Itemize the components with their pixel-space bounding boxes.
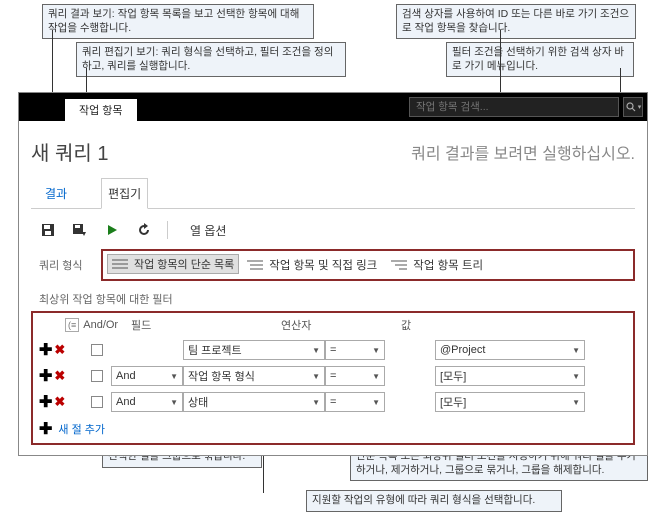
format-flat-label: 작업 항목의 단순 목록 [134, 256, 234, 272]
filter-row: ✚✖ And▼ 작업 항목 형식▼ =▼ [모두]▼ [35, 363, 631, 389]
save-as-icon[interactable] [71, 221, 89, 239]
val-select[interactable]: [모두]▼ [435, 392, 585, 412]
filter-header: (≡ And/Or 필드 연산자 값 [35, 315, 631, 337]
filter-section-label: 최상위 작업 항목에 대한 필터 [31, 285, 635, 311]
val-select[interactable]: [모두]▼ [435, 366, 585, 386]
delete-clause-icon[interactable]: ✖ [54, 394, 65, 410]
add-new-clause[interactable]: ✚ 새 절 추가 [35, 415, 631, 441]
op-select[interactable]: =▼ [325, 392, 385, 412]
andor-select[interactable]: And▼ [111, 392, 183, 412]
andor-select[interactable]: And▼ [111, 366, 183, 386]
add-clause-icon[interactable]: ✚ [39, 366, 52, 386]
add-clause-label: 새 절 추가 [58, 421, 105, 437]
query-hint: 쿼리 결과를 보려면 실행하십시오. [411, 140, 635, 164]
add-clause-plus-icon: ✚ [39, 419, 52, 439]
search-area: ▾ [409, 97, 647, 117]
tab-editor[interactable]: 편집기 [101, 178, 148, 209]
refresh-icon[interactable] [135, 221, 153, 239]
row-checkbox[interactable] [91, 344, 103, 356]
filter-row: ✚✖ 팀 프로젝트▼ =▼ @Project▼ [35, 337, 631, 363]
toolbar: 열 옵션 [31, 215, 635, 245]
format-tree-label: 작업 항목 트리 [413, 257, 483, 273]
format-tree[interactable]: 작업 항목 트리 [385, 254, 489, 276]
field-select[interactable]: 상태▼ [183, 392, 325, 412]
head-andor: And/Or [83, 319, 118, 331]
row-checkbox[interactable] [91, 370, 103, 382]
add-clause-icon[interactable]: ✚ [39, 392, 52, 412]
format-options: 작업 항목의 단순 목록 작업 항목 및 직접 링크 작업 항목 트리 [101, 249, 635, 281]
add-clause-icon[interactable]: ✚ [39, 340, 52, 360]
search-dropdown-icon[interactable]: ▾ [623, 97, 643, 117]
field-select[interactable]: 작업 항목 형식▼ [183, 366, 325, 386]
run-icon[interactable] [103, 221, 121, 239]
op-select[interactable]: =▼ [325, 340, 385, 360]
row-checkbox[interactable] [91, 396, 103, 408]
column-options-button[interactable]: 열 옵션 [190, 222, 226, 239]
head-op: 연산자 [281, 317, 401, 333]
content-area: 새 쿼리 1 쿼리 결과를 보려면 실행하십시오. 결과 편집기 열 옵션 쿼리… [19, 121, 647, 455]
tab-results[interactable]: 결과 [39, 179, 73, 208]
app-window: 작업 항목 ▾ 새 쿼리 1 쿼리 결과를 보려면 실행하십시오. 결과 편집기… [18, 92, 648, 456]
delete-clause-icon[interactable]: ✖ [54, 368, 65, 384]
title-bar: 작업 항목 ▾ [19, 93, 647, 121]
callout-editor-view: 쿼리 편집기 보기: 쿼리 형식을 선택하고, 필터 조건을 정의하고, 쿼리를… [76, 42, 346, 77]
links-icon [247, 259, 263, 271]
format-flat-list[interactable]: 작업 항목의 단순 목록 [107, 254, 239, 274]
save-icon[interactable] [39, 221, 57, 239]
query-name: 새 쿼리 1 [31, 137, 108, 166]
flat-list-icon [112, 258, 128, 270]
query-header: 새 쿼리 1 쿼리 결과를 보려면 실행하십시오. [31, 127, 635, 172]
callout-search-box: 검색 상자를 사용하여 ID 또는 다른 바로 가기 조건으로 작업 항목을 찾… [396, 4, 636, 39]
field-select[interactable]: 팀 프로젝트▼ [183, 340, 325, 360]
format-label: 쿼리 형식 [31, 257, 101, 273]
title-tab[interactable]: 작업 항목 [65, 99, 137, 121]
head-val: 값 [401, 317, 461, 333]
callout-results-view: 쿼리 결과 보기: 작업 항목 목록을 보고 선택한 항목에 대해 작업을 수행… [42, 4, 314, 39]
tree-icon [391, 259, 407, 271]
val-select[interactable]: @Project▼ [435, 340, 585, 360]
format-row: 쿼리 형식 작업 항목의 단순 목록 작업 항목 및 직접 링크 작업 항목 트… [31, 245, 635, 285]
format-links-label: 작업 항목 및 직접 링크 [269, 257, 377, 273]
op-select[interactable]: =▼ [325, 366, 385, 386]
view-tabs: 결과 편집기 [31, 178, 635, 209]
head-field: 필드 [131, 317, 281, 333]
filter-row: ✚✖ And▼ 상태▼ =▼ [모두]▼ [35, 389, 631, 415]
format-direct-links[interactable]: 작업 항목 및 직접 링크 [241, 254, 383, 276]
callout-search-menu: 필터 조건을 선택하기 위한 검색 상자 바로 가기 메뉴입니다. [446, 42, 634, 77]
delete-clause-icon[interactable]: ✖ [54, 342, 65, 358]
search-input[interactable] [409, 97, 619, 117]
group-icon[interactable]: (≡ [65, 318, 79, 332]
filter-box: (≡ And/Or 필드 연산자 값 ✚✖ 팀 프로젝트▼ =▼ @Projec… [31, 311, 635, 445]
callout-query-format: 지원할 작업의 유형에 따라 쿼리 형식을 선택합니다. [306, 490, 562, 512]
